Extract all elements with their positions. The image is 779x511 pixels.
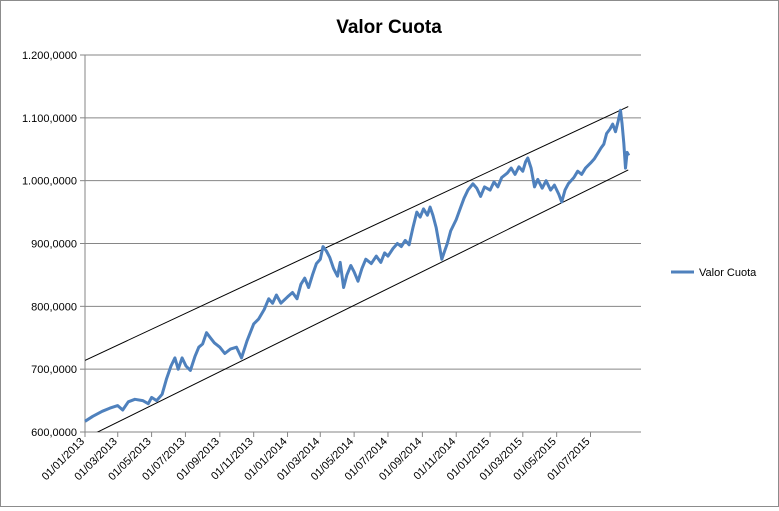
series-layer xyxy=(84,108,631,423)
y-tick-label: 600,0000 xyxy=(31,427,77,439)
trend-channel-lower xyxy=(96,169,629,432)
y-tick-label: 900,0000 xyxy=(31,239,77,251)
y-tick-label: 1.000,0000 xyxy=(22,176,77,188)
trend-channel xyxy=(85,106,629,432)
gridlines xyxy=(80,54,641,437)
y-axis-tick-labels: 600,0000 700,0000 800,0000 900,0000 1.000,00… xyxy=(22,50,77,439)
chart-title: Valor Cuota xyxy=(336,17,442,38)
legend: Valor Cuota xyxy=(671,267,757,279)
y-tick-label: 1.200,0000 xyxy=(22,50,77,62)
y-tick-label: 700,0000 xyxy=(31,364,77,376)
y-tick-label: 1.100,0000 xyxy=(22,113,77,125)
y-tick-label: 800,0000 xyxy=(31,301,77,313)
series-line-valor-cuota xyxy=(84,108,631,423)
trend-channel-upper xyxy=(85,106,629,361)
x-axis-tick-labels: 01/01/201301/03/201301/05/201301/07/2013… xyxy=(40,436,593,483)
legend-label: Valor Cuota xyxy=(699,267,757,279)
